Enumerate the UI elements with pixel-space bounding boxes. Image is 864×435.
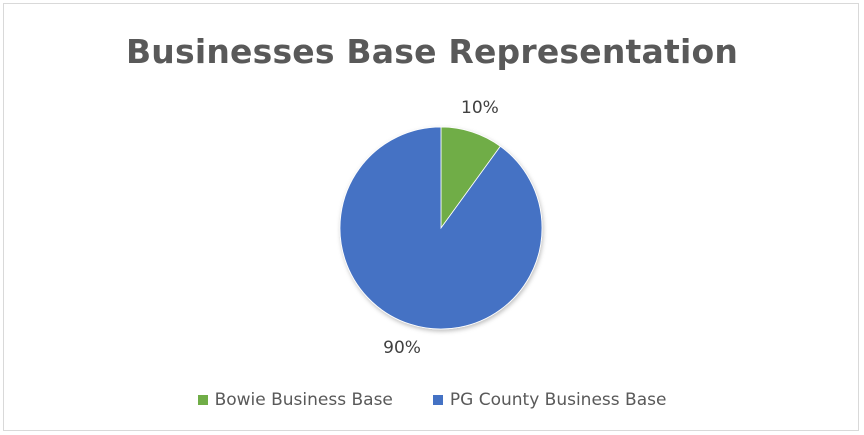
legend-swatch-pg-county: [432, 395, 443, 405]
pie-slice-pg-county-business-base: [339, 126, 543, 330]
legend-item-pg-county: PG County Business Base: [432, 390, 667, 410]
legend: Bowie Business Base PG County Business B…: [4, 390, 860, 410]
data-label-bowie-business-base: 10%: [461, 98, 499, 118]
legend-swatch-bowie: [197, 395, 208, 405]
pie-data-labels: 10% 90%: [383, 98, 499, 358]
data-label-pg-county-business-base: 90%: [383, 338, 421, 358]
chart-area: Businesses Base Representation 10% 90% Bo…: [3, 3, 859, 431]
legend-item-bowie: Bowie Business Base: [197, 390, 393, 410]
legend-label-bowie: Bowie Business Base: [214, 390, 393, 410]
legend-label-pg-county: PG County Business Base: [449, 390, 667, 410]
pie-chart: 10% 90%: [339, 98, 543, 358]
pie-slices: [339, 126, 543, 330]
chart-title: Businesses Base Representation: [125, 32, 739, 71]
